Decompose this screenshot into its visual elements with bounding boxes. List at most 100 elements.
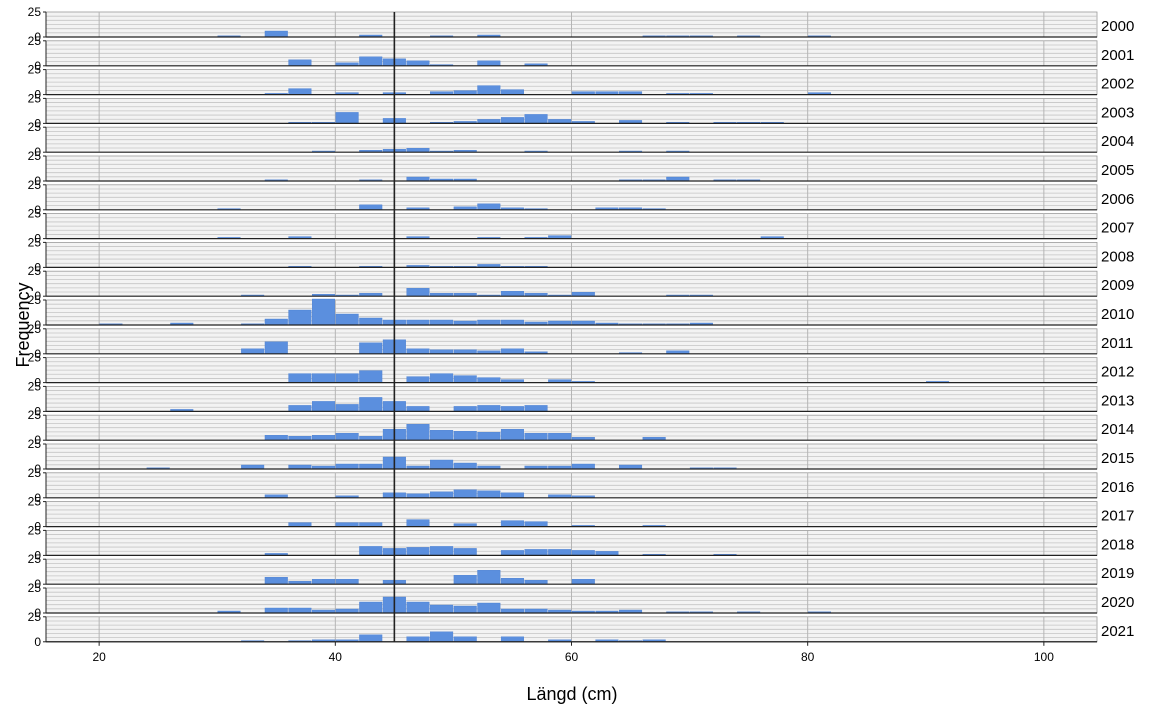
- y-tick-label: 0: [34, 577, 41, 591]
- bar: [453, 431, 477, 441]
- bar: [406, 406, 430, 412]
- panel-2021: 0 25 2021: [28, 610, 1135, 649]
- bar: [288, 373, 312, 383]
- bar: [430, 459, 454, 470]
- y-tick-label: 25: [28, 293, 42, 307]
- y-tick-label: 0: [34, 116, 41, 130]
- panel-label: 2012: [1101, 364, 1134, 381]
- y-tick-label: 0: [34, 462, 41, 476]
- panel-label: 2018: [1101, 536, 1134, 553]
- y-axis-title: Frequency: [13, 282, 33, 367]
- y-tick-label: 25: [28, 5, 42, 19]
- bar: [335, 463, 359, 470]
- bar: [288, 405, 312, 412]
- y-tick-label: 0: [34, 232, 41, 246]
- bar: [288, 88, 312, 95]
- bar: [477, 85, 501, 95]
- y-tick-label: 0: [34, 260, 41, 274]
- y-tick-label: 25: [28, 63, 42, 77]
- bar: [453, 605, 477, 614]
- bar: [500, 550, 524, 556]
- bar: [359, 370, 383, 383]
- panel-label: 2011: [1101, 335, 1133, 352]
- panel-label: 2005: [1101, 162, 1134, 179]
- panel-label: 2001: [1101, 47, 1134, 64]
- bar: [264, 341, 288, 354]
- bar: [335, 313, 359, 326]
- bar: [359, 463, 383, 470]
- y-tick-label: 25: [28, 322, 42, 336]
- x-tick-label: 80: [801, 650, 815, 664]
- panel-2006: 0 25 2006: [28, 178, 1135, 217]
- bar: [430, 631, 454, 642]
- x-tick-label: 60: [565, 650, 579, 664]
- panel-label: 2020: [1101, 594, 1134, 611]
- bar: [359, 342, 383, 354]
- y-tick-label: 0: [34, 606, 41, 620]
- bar: [500, 429, 524, 441]
- y-tick-label: 0: [34, 289, 41, 303]
- bar: [335, 373, 359, 383]
- bar: [453, 489, 477, 498]
- y-tick-label: 0: [34, 88, 41, 102]
- panel-label: 2002: [1101, 76, 1134, 93]
- bar: [406, 424, 430, 441]
- bar: [312, 373, 336, 383]
- bar: [312, 298, 336, 326]
- bar: [288, 607, 312, 614]
- panel-2004: 0 25 2004: [28, 120, 1135, 159]
- bar: [288, 309, 312, 326]
- panel-2015: 0 25 2015: [28, 437, 1135, 476]
- bar: [406, 60, 430, 66]
- bar: [524, 114, 548, 124]
- bar: [500, 406, 524, 412]
- bar: [477, 377, 501, 383]
- panel-label: 2009: [1101, 277, 1134, 294]
- bar: [477, 319, 501, 326]
- y-tick-label: 25: [28, 91, 42, 105]
- bar: [571, 579, 595, 585]
- y-tick-label: 0: [34, 376, 41, 390]
- bar: [500, 492, 524, 498]
- panel-label: 2007: [1101, 220, 1134, 237]
- bar: [406, 519, 430, 527]
- y-tick-label: 25: [28, 207, 42, 221]
- y-tick-label: 0: [34, 520, 41, 534]
- bar: [524, 521, 548, 527]
- y-tick-label: 25: [28, 495, 42, 509]
- panel-label: 2017: [1101, 508, 1134, 525]
- y-tick-label: 25: [28, 408, 42, 422]
- bar: [430, 546, 454, 556]
- y-tick-label: 25: [28, 466, 42, 480]
- y-tick-label: 25: [28, 34, 42, 48]
- bar: [264, 318, 288, 326]
- bar: [500, 348, 524, 354]
- bar: [406, 288, 430, 297]
- y-tick-label: 0: [34, 491, 41, 505]
- panel-2019: 0 25 2019: [28, 552, 1135, 591]
- bar: [453, 636, 477, 642]
- bar: [335, 112, 359, 124]
- bar: [453, 375, 477, 383]
- y-tick-label: 0: [34, 404, 41, 418]
- bar: [500, 319, 524, 326]
- bar: [430, 430, 454, 441]
- y-tick-label: 25: [28, 149, 42, 163]
- bar: [359, 317, 383, 326]
- bar: [264, 577, 288, 585]
- y-tick-label: 25: [28, 523, 42, 537]
- panel-2016: 0 25 2016: [28, 466, 1135, 505]
- bar: [453, 406, 477, 412]
- bar: [264, 30, 288, 38]
- bar: [500, 117, 524, 124]
- panel-label: 2013: [1101, 392, 1134, 409]
- y-tick-label: 0: [34, 635, 41, 649]
- panel-label: 2004: [1101, 133, 1134, 150]
- y-tick-label: 0: [34, 318, 41, 332]
- y-tick-label: 25: [28, 120, 42, 134]
